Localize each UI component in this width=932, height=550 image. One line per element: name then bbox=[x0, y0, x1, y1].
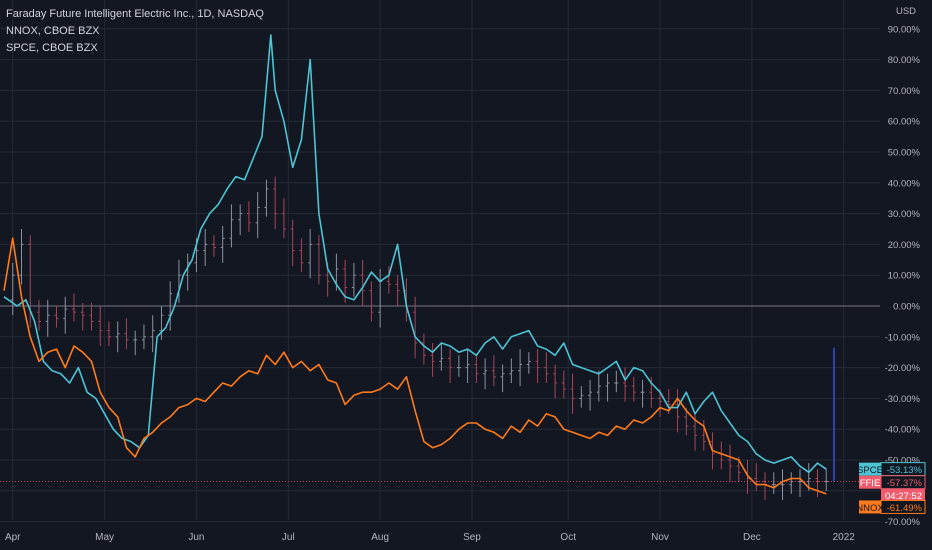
x-tick-label: Jul bbox=[282, 532, 295, 543]
y-tick-label: -10.00% bbox=[885, 332, 921, 343]
y-tick-label: 10.00% bbox=[888, 271, 921, 282]
y-tick-label: 90.00% bbox=[888, 24, 921, 35]
y-tick-label: -30.00% bbox=[885, 394, 921, 405]
y-tick-label: 40.00% bbox=[888, 178, 921, 189]
y-tick-label: -40.00% bbox=[885, 425, 921, 436]
series-line-spce bbox=[3, 34, 827, 474]
y-tick-label: 70.00% bbox=[888, 86, 921, 97]
badge-spce-symbol-box bbox=[859, 462, 881, 476]
badge-nnox: NNOX -61.49% bbox=[856, 499, 926, 514]
series-line-nnox bbox=[3, 237, 827, 495]
badge-ffie-countdown-box bbox=[881, 488, 925, 502]
badge-ffie-value: -57.37% bbox=[887, 478, 923, 489]
x-tick-label: Sep bbox=[463, 532, 481, 543]
badge-nnox-symbol: NNOX bbox=[856, 503, 884, 514]
y-tick-label: -70.00% bbox=[885, 517, 921, 528]
legend-compare-nnox[interactable]: NNOX, CBOE BZX bbox=[6, 25, 100, 37]
x-tick-label: Aug bbox=[371, 532, 389, 543]
x-tick-label: Apr bbox=[5, 532, 21, 543]
y-tick-label: 20.00% bbox=[888, 240, 921, 251]
badge-spce-value: -53.13% bbox=[887, 465, 923, 476]
badge-ffie-symbol: FFIE bbox=[860, 478, 881, 489]
badge-ffie: FFIE -57.37% bbox=[859, 475, 926, 490]
series-lines bbox=[3, 34, 827, 495]
y-tick-label: 80.00% bbox=[888, 55, 921, 66]
legend-main-symbol[interactable]: Faraday Future Intelligent Electric Inc.… bbox=[6, 8, 264, 20]
y-tick-label: 60.00% bbox=[888, 117, 921, 128]
price-axis[interactable]: 90.00% 80.00% 70.00% 60.00% 50.00% 40.00% 30.0… bbox=[885, 24, 921, 528]
y-tick-label: -50.00% bbox=[885, 456, 921, 467]
legend: Faraday Future Intelligent Electric Inc.… bbox=[6, 6, 264, 57]
badge-spce-symbol: SPCE bbox=[857, 465, 883, 476]
y-tick-label: 50.00% bbox=[888, 148, 921, 159]
x-tick-label: May bbox=[95, 532, 114, 543]
price-overlay bbox=[0, 347, 880, 482]
badge-nnox-value-box bbox=[880, 499, 926, 514]
y-tick-label: -20.00% bbox=[885, 363, 921, 374]
badge-ffie-countdown: 04:27:52 bbox=[885, 491, 922, 502]
x-tick-label: 2022 bbox=[833, 532, 856, 543]
badge-spce: SPCE -53.13% bbox=[857, 462, 926, 477]
x-tick-label: Oct bbox=[560, 532, 576, 543]
badge-ffie-symbol-box bbox=[859, 475, 881, 489]
badge-nnox-symbol-box bbox=[859, 500, 881, 514]
x-tick-label: Jun bbox=[188, 532, 204, 543]
legend-compare-spce[interactable]: SPCE, CBOE BZX bbox=[6, 42, 98, 54]
y-tick-label: 0.00% bbox=[893, 302, 920, 313]
badge-nnox-value: -61.49% bbox=[887, 503, 923, 514]
time-axis[interactable]: Apr May Jun Jul Aug Sep Oct Nov Dec 2022 bbox=[5, 532, 855, 543]
currency-label[interactable]: USD bbox=[896, 6, 916, 17]
x-tick-label: Dec bbox=[743, 532, 761, 543]
y-tick-label: 30.00% bbox=[888, 209, 921, 220]
x-tick-label: Nov bbox=[651, 532, 669, 543]
